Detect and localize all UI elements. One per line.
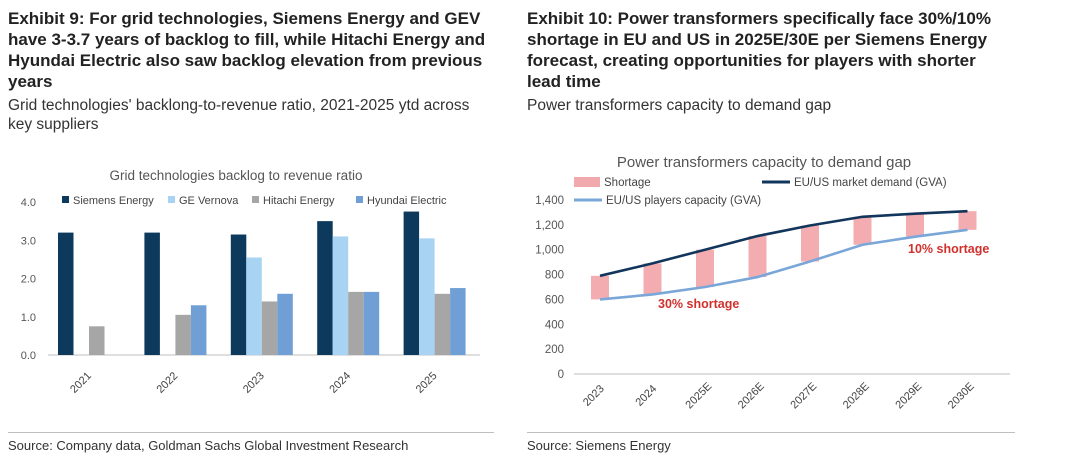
legend-label: Hitachi Energy	[263, 195, 335, 207]
y-tick-label: 2.0	[21, 274, 36, 286]
transformer-gap-line-chart: Power transformers capacity to demand ga…	[535, 154, 1010, 411]
bar	[246, 257, 262, 355]
legend-label: EU/US market demand (GVA)	[794, 177, 947, 189]
bar	[261, 301, 278, 355]
legend-label: Shortage	[604, 177, 651, 189]
bar	[277, 293, 293, 355]
x-tick-label: 2026E	[736, 380, 767, 411]
bar	[450, 288, 466, 355]
x-tick-label: 2027E	[788, 380, 819, 411]
exhibit-9-subtitle: Grid technologies' backlong-to-revenue r…	[8, 97, 470, 133]
y-tick-label: 800	[545, 270, 564, 282]
bar	[419, 238, 435, 355]
bar	[434, 293, 451, 355]
exhibit-10-title: Exhibit 10: Power transformers specifica…	[527, 9, 991, 91]
legend-label: Hyundai Electric	[367, 195, 447, 207]
x-tick-label: 2021	[68, 370, 94, 396]
shortage-bar	[696, 249, 714, 287]
chart-title: Power transformers capacity to demand ga…	[617, 154, 911, 171]
x-tick-label: 2025E	[683, 380, 714, 411]
exhibit-9-title: Exhibit 9: For grid technologies, Siemen…	[8, 9, 486, 91]
y-tick-label: 600	[545, 294, 564, 306]
shortage-bar	[643, 263, 662, 295]
bar	[175, 314, 191, 355]
bar	[230, 234, 247, 355]
annotation-10pct: 10% shortage	[908, 242, 989, 256]
shortage-bar	[853, 216, 872, 245]
source-divider	[8, 432, 494, 433]
y-tick-label: 0.0	[21, 350, 36, 362]
x-tick-label: 2024	[633, 383, 659, 409]
y-tick-label: 4.0	[21, 197, 36, 209]
shortage-bar	[906, 213, 924, 237]
bar	[58, 232, 74, 355]
shortage-bar	[748, 236, 767, 278]
chart-title: Grid technologies backlog to revenue rat…	[110, 168, 363, 183]
exhibit-10-source: Source: Siemens Energy	[527, 438, 671, 453]
x-tick-label: 2029E	[893, 380, 924, 411]
y-tick-label: 0	[558, 369, 564, 381]
y-tick-label: 400	[545, 319, 564, 331]
legend-label: EU/US players capacity (GVA)	[606, 195, 761, 207]
exhibit-10-panel: Exhibit 10: Power transformers specifica…	[526, 0, 1080, 462]
x-tick-label: 2025	[414, 370, 440, 396]
source-divider	[527, 432, 1015, 433]
legend-swatch	[168, 196, 175, 203]
bar	[348, 291, 364, 355]
shortage-bar	[801, 225, 819, 262]
exhibit-9-panel: Exhibit 9: For grid technologies, Siemen…	[0, 0, 500, 462]
y-tick-label: 1,400	[535, 195, 564, 207]
capacity-line	[599, 228, 968, 301]
legend-swatch	[356, 196, 363, 203]
demand-line	[599, 209, 968, 278]
y-tick-label: 1.0	[21, 312, 36, 324]
bar	[403, 211, 420, 355]
legend-swatch	[62, 196, 69, 203]
y-tick-label: 1,000	[535, 245, 564, 257]
bar	[190, 305, 207, 355]
annotation-30pct: 30% shortage	[658, 297, 739, 311]
legend-swatch	[252, 196, 259, 203]
bar	[317, 221, 333, 355]
x-tick-label: 2028E	[841, 380, 872, 411]
shortage-bar	[958, 211, 977, 230]
x-tick-label: 2022	[155, 370, 181, 396]
x-tick-label: 2023	[581, 383, 607, 409]
bar	[144, 232, 160, 355]
x-tick-label: 2024	[327, 370, 353, 396]
bar	[363, 291, 380, 355]
bar	[332, 236, 349, 355]
exhibit-9-source: Source: Company data, Goldman Sachs Glob…	[8, 438, 409, 453]
x-tick-label: 2023	[241, 370, 267, 396]
x-tick-label: 2030E	[946, 380, 977, 411]
shortage-bar	[591, 275, 609, 300]
legend-swatch-shortage	[574, 177, 600, 187]
bar	[89, 326, 105, 355]
backlog-ratio-bar-chart: Grid technologies backlog to revenue rat…	[21, 168, 480, 396]
y-tick-label: 200	[545, 344, 564, 356]
exhibit-10-subtitle: Power transformers capacity to demand ga…	[527, 97, 832, 114]
legend-label: Siemens Energy	[73, 195, 154, 207]
y-tick-label: 1,200	[535, 220, 564, 232]
y-tick-label: 3.0	[21, 235, 36, 247]
legend-label: GE Vernova	[179, 195, 239, 207]
